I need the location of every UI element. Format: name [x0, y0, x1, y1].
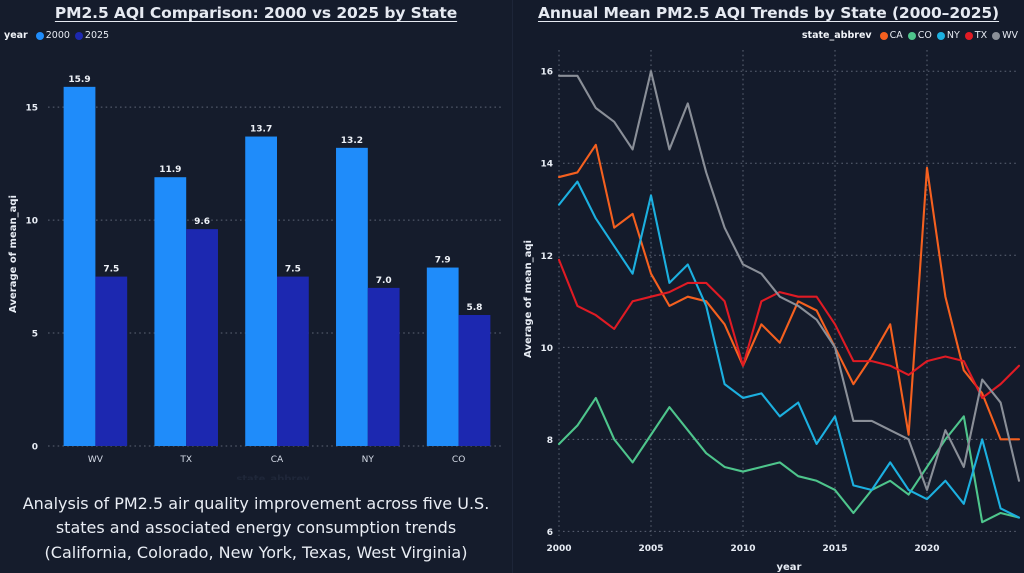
bar-y-tick-label: 10	[25, 217, 38, 227]
line-x-tick-label: 2005	[638, 544, 663, 554]
bar-x-tick-label: NY	[362, 455, 375, 465]
line-x-tick-label: 2020	[914, 544, 939, 554]
bar-value-label: 5.8	[467, 303, 483, 313]
line-legend-item-ny[interactable]: NY	[936, 30, 960, 41]
line-legend-label-wv: WV	[1002, 30, 1018, 41]
bar-chart-plot: 0 5 10 15 15.9 7.5 WV 11.9 9.6 TX 13.7 7.5 CA 13.2 7.0…	[8, 75, 504, 480]
line-legend-label-ny: NY	[946, 30, 960, 41]
line-series-path[interactable]	[557, 180, 1021, 519]
dashboard-caption: Analysis of PM2.5 air quality improvemen…	[22, 494, 490, 562]
line-legend-label-co: CO	[917, 30, 932, 41]
line-legend-item-wv[interactable]: WV	[992, 30, 1018, 41]
bar-chart-title: PM2.5 AQI Comparison: 2000 vs 2025 by St…	[54, 4, 458, 22]
bar-rect[interactable]	[426, 267, 459, 446]
bar-x-axis-title: state_abbrev	[236, 474, 310, 480]
line-chart-legend: state_abbrev CA CO NY TX WV	[802, 30, 1018, 41]
bar-value-label: 13.7	[250, 125, 272, 135]
line-chart-plot: 6 8 10 12 14 16 2000 2005 2010 2015 2020 year Averag…	[523, 50, 1021, 573]
bar-value-label: 7.0	[376, 276, 392, 286]
legend-dot-icon-2000	[35, 31, 44, 40]
line-series-path[interactable]	[557, 143, 1021, 441]
line-y-tick-label: 16	[540, 68, 553, 78]
legend-dot-icon-2025	[74, 31, 83, 40]
bar-rect[interactable]	[458, 314, 491, 446]
legend-dot-icon-ca	[879, 31, 888, 40]
bar-value-label: 13.2	[341, 136, 363, 146]
line-series-path[interactable]	[557, 258, 1021, 399]
line-chart-title: Annual Mean PM2.5 AQI Trends by State (2…	[537, 4, 1000, 22]
bar-rect[interactable]	[277, 276, 309, 446]
legend-dot-icon-tx	[964, 31, 973, 40]
line-x-tick-label: 2010	[730, 544, 755, 554]
bar-x-tick-label: CA	[271, 455, 284, 465]
bar-value-label: 15.9	[68, 75, 90, 85]
line-legend-label-tx: TX	[974, 30, 988, 41]
line-y-tick-label: 14	[540, 160, 553, 170]
legend-dot-icon-co	[907, 31, 916, 40]
legend-dot-icon-ny	[936, 31, 945, 40]
bar-x-tick-label: WV	[88, 455, 104, 465]
bar-legend-label-2000: 2000	[45, 30, 70, 41]
line-x-tick-label: 2015	[822, 544, 847, 554]
bar-value-label: 7.5	[285, 265, 301, 275]
bar-y-tick-label: 15	[25, 104, 38, 114]
bar-rect[interactable]	[154, 177, 187, 446]
bar-chart-legend: year 2000 2025	[4, 30, 109, 41]
line-legend-label-ca: CA	[889, 30, 903, 41]
line-chart-panel: Annual Mean PM2.5 AQI Trends by State (2…	[512, 0, 1024, 573]
line-x-tick-label: 2000	[546, 544, 571, 554]
bar-rect[interactable]	[367, 287, 400, 446]
bar-rect[interactable]	[186, 229, 218, 446]
line-legend-title: state_abbrev	[801, 30, 872, 41]
bar-y-tick-label: 5	[32, 330, 38, 340]
line-legend-item-co[interactable]: CO	[907, 30, 932, 41]
bar-value-label: 9.6	[194, 217, 210, 227]
legend-dot-icon-wv	[992, 31, 1001, 40]
bar-rect[interactable]	[245, 136, 277, 446]
bar-value-label: 11.9	[159, 165, 181, 175]
line-series-path[interactable]	[557, 70, 1021, 492]
line-legend-item-ca[interactable]: CA	[879, 30, 903, 41]
bar-legend-label-2025: 2025	[84, 30, 110, 41]
line-series-path[interactable]	[557, 396, 1021, 524]
bar-y-tick-label: 0	[32, 443, 38, 453]
bar-x-tick-label: TX	[179, 455, 192, 465]
bar-value-label: 7.9	[435, 256, 451, 266]
line-y-tick-label: 6	[547, 528, 553, 538]
bar-legend-title: year	[4, 30, 28, 41]
bar-chart-panel: PM2.5 AQI Comparison: 2000 vs 2025 by St…	[4, 4, 504, 562]
bar-legend-item-2025[interactable]: 2025	[74, 30, 110, 41]
line-y-tick-label: 8	[547, 436, 553, 446]
bar-value-label: 7.5	[103, 265, 119, 275]
bar-x-tick-label: CO	[452, 455, 465, 465]
bar-y-axis-title: Average of mean_aqi	[8, 195, 19, 313]
line-legend-item-tx[interactable]: TX	[964, 30, 988, 41]
line-y-tick-label: 10	[540, 344, 553, 354]
bar-legend-item-2000[interactable]: 2000	[35, 30, 70, 41]
bar-rect[interactable]	[336, 147, 368, 446]
line-y-axis-title: Average of mean_aqi	[523, 240, 534, 358]
line-y-tick-label: 12	[540, 252, 553, 262]
line-x-axis-title: year	[777, 562, 802, 573]
bar-rect[interactable]	[63, 86, 96, 447]
bar-rect[interactable]	[95, 276, 128, 446]
